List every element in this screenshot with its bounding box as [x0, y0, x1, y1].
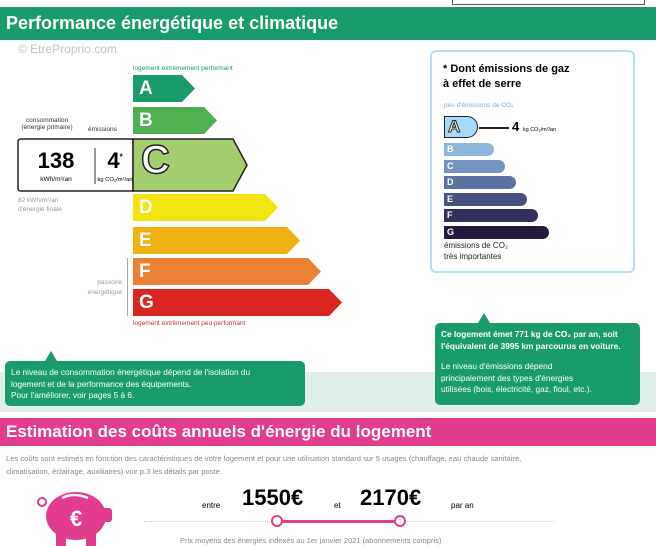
ges-class-d: D — [444, 176, 516, 189]
cost-max: 2170€ — [360, 485, 422, 510]
ges-title: * Dont émissions de gaz à effet de serre — [443, 63, 570, 90]
emissions-unit: kg CO₂/m²/an — [97, 177, 133, 183]
dpe-class-d: D — [133, 194, 278, 221]
top-box-outline — [452, 0, 645, 5]
ges-class-c: C — [444, 159, 505, 173]
watermark: © EtreProprio.com — [18, 42, 117, 56]
ges-top-label: peu d'émissions de CO₂ — [444, 102, 514, 109]
cost-min-marker — [271, 515, 283, 527]
piggy-bank-icon: € — [37, 492, 112, 546]
consumption-value: 138 — [37, 148, 75, 173]
cost-range-bar — [278, 520, 400, 523]
ges-panel — [430, 50, 635, 273]
ges-class-f: F — [444, 209, 538, 222]
emissions-value: 4* — [107, 148, 123, 173]
current-class-box: 138 kWh/m²/an 4* kg CO₂/m²/an C — [17, 137, 248, 192]
ges-class-e: E — [444, 192, 527, 206]
ges-pointer-line — [479, 127, 509, 129]
dpe-class-g: G — [133, 289, 342, 316]
dpe-class-f: F — [133, 258, 321, 285]
dpe-class-b: B — [133, 107, 217, 134]
ges-class-a: A — [444, 116, 478, 138]
dpe-class-e: E — [133, 227, 300, 254]
cost-max-marker — [394, 515, 406, 527]
current-class-frame — [17, 138, 248, 192]
ges-bottom-label: émissions de CO₂ très importantes — [444, 241, 509, 261]
ges-value: 4 kg CO₂/m²/an — [512, 119, 557, 134]
dpe-bottom-label: logement extrêmement peu performant — [133, 320, 246, 327]
passoire-divider — [127, 258, 128, 316]
ges-class-g: G — [444, 225, 549, 239]
ges-class-b: B — [444, 143, 494, 156]
and-label: et — [334, 501, 341, 510]
emissions-label: émissions — [88, 126, 117, 133]
consumption-info-bubble: Le niveau de consommation énergétique dé… — [5, 351, 305, 406]
consumption-label: consommation (énergie primaire) — [21, 117, 73, 131]
current-class-letter: C — [140, 137, 170, 183]
dpe-class-a: A — [133, 75, 195, 102]
final-energy: 82 kWh/m²/an d'énergie finale — [18, 197, 62, 213]
between-label: entre — [202, 501, 221, 510]
per-year-label: par an — [451, 501, 474, 510]
section-header-energy: Performance énergétique et climatique — [0, 7, 656, 40]
svg-text:€: € — [70, 506, 82, 531]
cost-footnote: Prix moyens des énergies indexés au 1er … — [180, 536, 442, 545]
costs-description: Les coûts sont estimés en fonction des c… — [6, 454, 522, 476]
emissions-info-bubble: Ce logement émet 771 kg de CO₂ par an, s… — [435, 313, 640, 405]
passoire-label: passoire énergétique — [87, 279, 122, 296]
dpe-top-label: logement extrêmement performant — [133, 65, 233, 72]
consumption-unit: kWh/m²/an — [40, 176, 72, 183]
section-header-costs: Estimation des coûts annuels d'énergie d… — [0, 418, 656, 446]
cost-min: 1550€ — [242, 485, 304, 510]
